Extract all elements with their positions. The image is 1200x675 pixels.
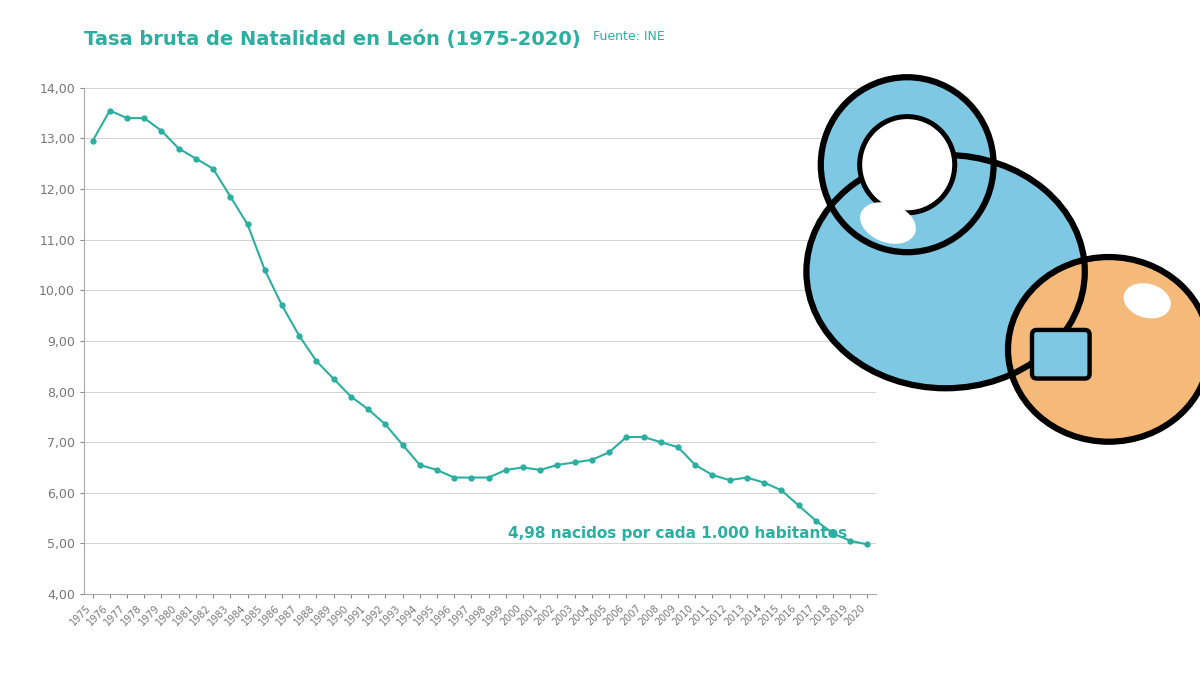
Text: Tasa bruta de Natalidad en León (1975-2020): Tasa bruta de Natalidad en León (1975-20… [84, 30, 581, 49]
Ellipse shape [806, 155, 1085, 388]
Text: Fuente: INE: Fuente: INE [593, 30, 665, 43]
Text: 4,98 nacidos por cada 1.000 habitantes: 4,98 nacidos por cada 1.000 habitantes [509, 526, 847, 541]
Ellipse shape [1123, 284, 1171, 319]
Ellipse shape [1008, 257, 1200, 441]
Circle shape [859, 117, 955, 213]
Ellipse shape [860, 202, 916, 244]
Circle shape [821, 77, 994, 252]
FancyBboxPatch shape [1032, 330, 1090, 379]
